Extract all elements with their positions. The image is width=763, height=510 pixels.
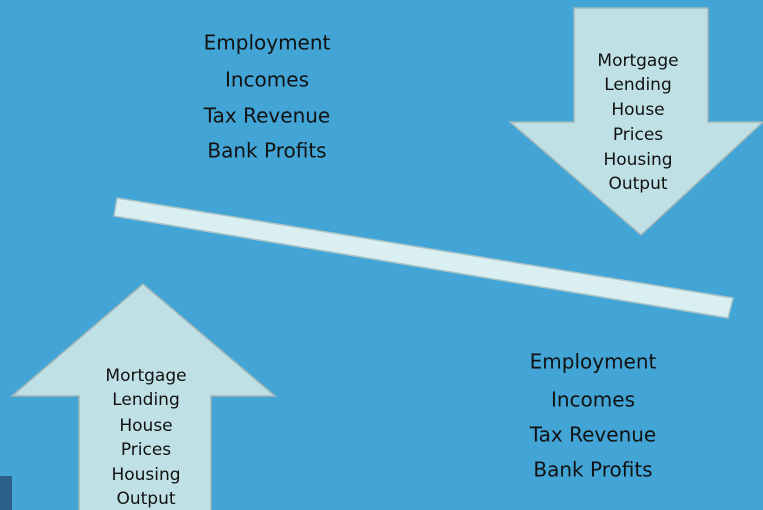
top-left-label: Incomes: [225, 68, 309, 92]
top-left-label: Bank Profits: [207, 139, 326, 163]
down-arrow-label: Prices: [613, 125, 663, 145]
down-arrow-label: Lending: [604, 75, 672, 95]
up-arrow-label: Housing: [111, 465, 180, 485]
corner-icon: [0, 476, 12, 510]
up-arrow-label: Prices: [121, 440, 171, 460]
up-arrow-label: Lending: [112, 390, 180, 410]
down-arrow-label: House: [611, 100, 664, 120]
down-arrow: [507, 7, 763, 237]
up-arrow-label: Output: [116, 489, 175, 509]
bottom-right-label: Tax Revenue: [529, 423, 656, 447]
up-arrow: [9, 283, 278, 510]
up-arrow-label: House: [119, 416, 172, 436]
down-arrow-label: Mortgage: [597, 51, 678, 71]
bottom-right-label: Incomes: [551, 388, 635, 412]
up-arrow-label: Mortgage: [105, 366, 186, 386]
down-arrow-label: Output: [608, 174, 667, 194]
down-arrow-label: Housing: [603, 150, 672, 170]
top-left-label: Employment: [204, 31, 331, 55]
bottom-right-label: Employment: [530, 350, 657, 374]
seesaw-bar: [113, 197, 734, 319]
labels: Employment Incomes Tax Revenue Bank Profits…: [105, 31, 678, 510]
bottom-right-label: Bank Profits: [533, 458, 652, 482]
top-left-label: Tax Revenue: [203, 104, 330, 128]
